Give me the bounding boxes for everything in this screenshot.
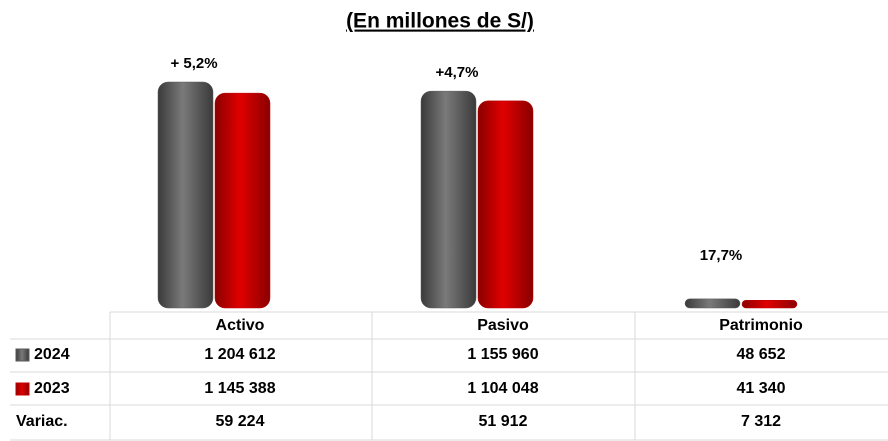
- legend-swatch: [15, 382, 30, 396]
- legend-label: 2023: [34, 380, 70, 397]
- annotation: + 5,2%: [170, 55, 217, 72]
- row-label: Variac.: [16, 413, 68, 430]
- bar: [214, 92, 271, 309]
- table-value: 1 155 960: [467, 346, 538, 363]
- table-value: 7 312: [741, 413, 781, 430]
- bar: [741, 299, 798, 309]
- column-header: Pasivo: [477, 317, 529, 334]
- bar: [477, 100, 534, 309]
- column-header: Activo: [216, 317, 265, 334]
- annotation: +4,7%: [436, 64, 479, 81]
- chart-title: (En millones de S/): [346, 10, 534, 33]
- table-grid: [10, 311, 888, 441]
- legend-label: 2024: [34, 346, 70, 363]
- table-value: 51 912: [479, 413, 528, 430]
- table-value: 48 652: [737, 346, 786, 363]
- bar: [420, 90, 477, 309]
- table-value: 41 340: [737, 380, 786, 397]
- legend-swatch: [15, 348, 30, 362]
- column-header: Patrimonio: [719, 317, 803, 334]
- table-value: 1 145 388: [204, 380, 275, 397]
- bar: [157, 81, 214, 309]
- table-value: 1 104 048: [467, 380, 538, 397]
- table-value: 59 224: [216, 413, 265, 430]
- bar: [684, 298, 741, 309]
- annotation: 17,7%: [700, 247, 743, 264]
- table-value: 1 204 612: [204, 346, 275, 363]
